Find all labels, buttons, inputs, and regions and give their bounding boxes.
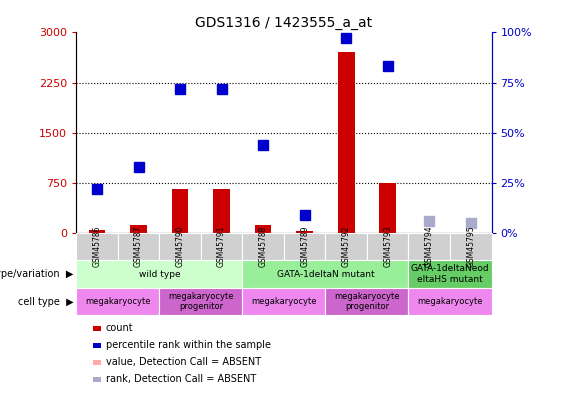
Bar — [338, 53, 354, 233]
Text: count: count — [106, 324, 133, 333]
Text: megakaryocyte: megakaryocyte — [418, 297, 483, 306]
Bar — [89, 230, 105, 233]
Text: GATA-1deltaNeod
eltaHS mutant: GATA-1deltaNeod eltaHS mutant — [411, 264, 489, 284]
Bar — [172, 190, 188, 233]
Text: megakaryocyte: megakaryocyte — [251, 297, 316, 306]
Text: GSM45792: GSM45792 — [342, 226, 351, 267]
Bar — [380, 183, 396, 233]
Text: GSM45789: GSM45789 — [300, 226, 309, 267]
Text: percentile rank within the sample: percentile rank within the sample — [106, 341, 271, 350]
Text: GSM45786: GSM45786 — [93, 226, 102, 267]
Text: GSM45790: GSM45790 — [176, 226, 185, 267]
Text: megakaryocyte
progenitor: megakaryocyte progenitor — [168, 292, 233, 311]
Text: GSM45795: GSM45795 — [466, 226, 475, 267]
Text: GSM45794: GSM45794 — [425, 226, 434, 267]
Text: GSM45791: GSM45791 — [217, 226, 226, 267]
Bar — [297, 231, 313, 233]
Text: GSM45793: GSM45793 — [383, 226, 392, 267]
Text: genotype/variation  ▶: genotype/variation ▶ — [0, 269, 73, 279]
Bar — [131, 225, 147, 233]
Text: rank, Detection Call = ABSENT: rank, Detection Call = ABSENT — [106, 375, 256, 384]
Title: GDS1316 / 1423555_a_at: GDS1316 / 1423555_a_at — [195, 16, 372, 30]
Text: megakaryocyte
progenitor: megakaryocyte progenitor — [334, 292, 399, 311]
Text: GSM45787: GSM45787 — [134, 226, 143, 267]
Text: megakaryocyte: megakaryocyte — [85, 297, 150, 306]
Bar — [255, 225, 271, 233]
Text: GATA-1deltaN mutant: GATA-1deltaN mutant — [277, 270, 374, 279]
Text: value, Detection Call = ABSENT: value, Detection Call = ABSENT — [106, 358, 261, 367]
Text: GSM45788: GSM45788 — [259, 226, 268, 267]
Bar — [214, 190, 230, 233]
Text: cell type  ▶: cell type ▶ — [18, 297, 73, 307]
Text: wild type: wild type — [138, 270, 180, 279]
